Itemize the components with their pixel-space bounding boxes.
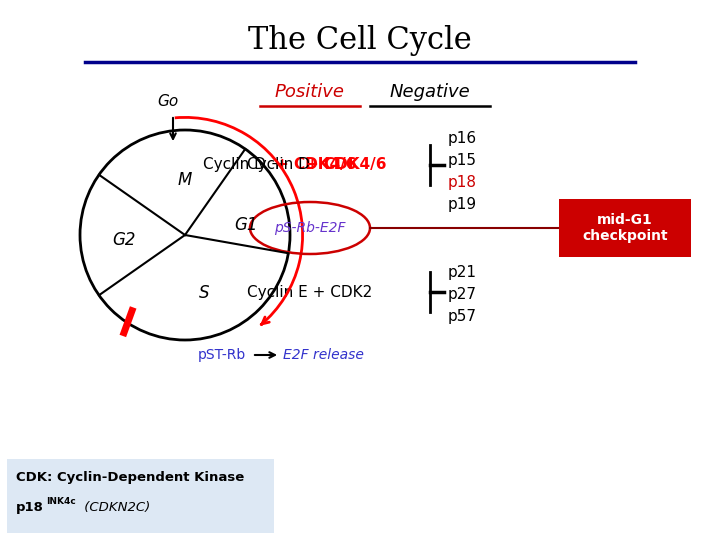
Text: The Cell Cycle: The Cell Cycle	[248, 24, 472, 56]
Text: p16: p16	[448, 131, 477, 145]
Text: p57: p57	[448, 308, 477, 323]
Text: + CDK4/6: + CDK4/6	[276, 158, 356, 172]
Text: G2: G2	[112, 231, 136, 249]
Text: G1: G1	[234, 215, 258, 233]
Text: Negative: Negative	[390, 83, 470, 101]
Text: INK4c: INK4c	[46, 497, 76, 507]
Text: CDK: Cyclin-Dependent Kinase: CDK: Cyclin-Dependent Kinase	[16, 471, 244, 484]
Text: (CDKN2C): (CDKN2C)	[80, 502, 150, 515]
Text: p21: p21	[448, 265, 477, 280]
Text: p27: p27	[448, 287, 477, 301]
Text: Go: Go	[158, 94, 179, 110]
Text: p18: p18	[448, 174, 477, 190]
Text: Cyclin E + CDK2: Cyclin E + CDK2	[247, 285, 372, 300]
Text: M: M	[178, 171, 192, 190]
Text: S: S	[199, 284, 209, 302]
FancyBboxPatch shape	[7, 459, 274, 533]
Text: p18: p18	[16, 502, 44, 515]
Text: p19: p19	[448, 197, 477, 212]
Text: mid-G1
checkpoint: mid-G1 checkpoint	[582, 213, 668, 243]
Text: + CDK4/6: + CDK4/6	[306, 158, 387, 172]
Text: Cyclin D: Cyclin D	[247, 158, 315, 172]
FancyBboxPatch shape	[559, 199, 691, 257]
Text: p15: p15	[448, 152, 477, 167]
Text: pST-Rb: pST-Rb	[198, 348, 246, 362]
Text: pS-Rb-E2F: pS-Rb-E2F	[274, 221, 346, 235]
Text: E2F release: E2F release	[283, 348, 364, 362]
Text: Cyclin D +: Cyclin D +	[202, 158, 288, 172]
Text: Positive: Positive	[275, 83, 345, 101]
